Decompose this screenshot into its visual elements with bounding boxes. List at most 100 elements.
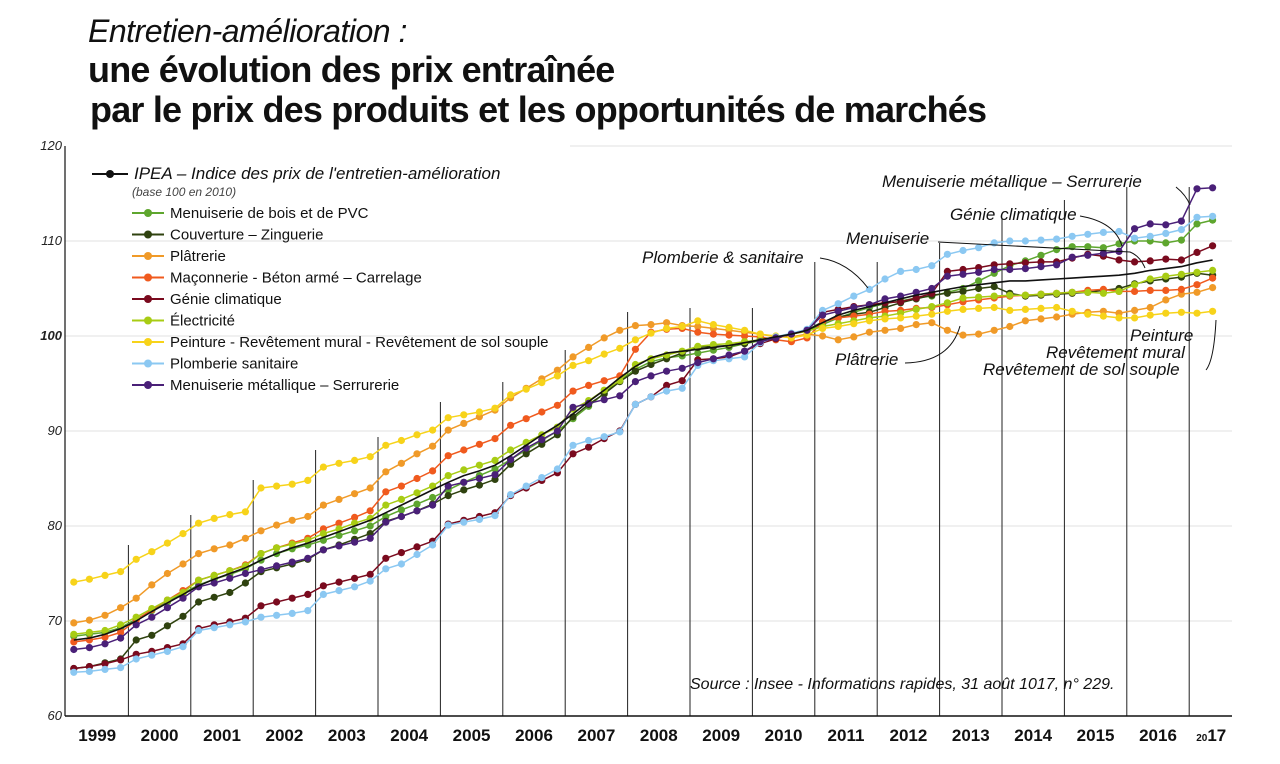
data-point — [694, 317, 702, 325]
series-plomberie-sanitaire — [70, 212, 1217, 676]
data-point — [257, 550, 265, 558]
data-point — [1053, 235, 1061, 243]
data-point — [741, 347, 749, 355]
annotation-platrerie: Plâtrerie — [835, 350, 898, 369]
data-point — [288, 480, 296, 488]
data-point — [585, 443, 593, 451]
data-point — [1037, 304, 1045, 312]
data-point — [195, 576, 203, 584]
data-point — [70, 578, 78, 586]
data-point — [663, 381, 671, 389]
data-point — [397, 495, 405, 503]
data-point — [210, 579, 218, 587]
data-point — [1209, 242, 1217, 250]
data-point — [678, 364, 686, 372]
legend-marker — [144, 295, 152, 303]
data-point — [382, 468, 390, 476]
leader-genie-climatique — [1079, 215, 1123, 247]
data-point — [85, 644, 93, 652]
data-point — [975, 304, 983, 312]
data-point — [1037, 263, 1045, 271]
data-point — [351, 456, 359, 464]
data-point — [366, 570, 374, 579]
data-point — [397, 459, 405, 467]
data-point — [865, 328, 874, 336]
data-point — [382, 488, 390, 496]
data-point — [195, 598, 203, 606]
data-point — [491, 435, 499, 443]
data-point — [397, 482, 405, 490]
data-point — [148, 548, 156, 556]
annotation-revetement-mural: Revêtement mural — [1046, 343, 1186, 362]
data-point — [1193, 185, 1201, 193]
data-point — [382, 565, 390, 573]
data-point — [1146, 303, 1154, 312]
data-point — [288, 558, 296, 566]
data-point — [1193, 213, 1201, 221]
legend-label-couverture-zinguerie: Couverture – Zinguerie — [170, 227, 323, 244]
data-point — [912, 305, 920, 313]
data-point — [834, 322, 842, 331]
data-point — [553, 401, 562, 409]
data-point — [1146, 275, 1154, 283]
data-point — [101, 640, 109, 648]
data-point — [507, 491, 515, 499]
data-point — [834, 307, 842, 315]
data-point — [148, 631, 156, 639]
data-point — [725, 331, 733, 339]
data-point — [975, 330, 983, 338]
data-point — [881, 295, 889, 303]
x-tick-label: 2002 — [265, 726, 303, 745]
data-point — [600, 377, 608, 385]
data-point — [1115, 314, 1123, 322]
data-point — [569, 450, 577, 458]
data-point — [117, 664, 125, 672]
data-point — [1099, 312, 1107, 320]
data-point — [1021, 265, 1029, 273]
data-point — [897, 267, 905, 275]
data-point — [382, 518, 390, 526]
data-point — [1021, 317, 1029, 325]
data-point — [1177, 236, 1185, 244]
legend-marker — [144, 381, 152, 389]
data-point — [631, 367, 640, 375]
series-line — [73, 277, 1213, 643]
data-point — [351, 513, 359, 522]
data-point — [1021, 305, 1029, 313]
legend-label-peinture-revetement-mural-revetement-de-sol-souple: Peinture - Revêtement mural - Revêtement… — [170, 334, 549, 351]
data-point — [335, 495, 343, 503]
data-point — [819, 311, 827, 319]
y-tick-label: 120 — [40, 138, 62, 153]
data-point — [210, 571, 218, 580]
x-tick-label: 2000 — [141, 726, 179, 745]
data-point — [444, 452, 452, 460]
data-point — [1146, 286, 1154, 294]
data-point — [179, 643, 187, 651]
data-point — [163, 569, 171, 578]
data-point — [1162, 309, 1170, 317]
data-point — [429, 467, 437, 475]
data-point — [1037, 315, 1045, 323]
x-tick-label: 2001 — [203, 726, 241, 745]
data-point — [631, 345, 640, 353]
data-point — [257, 566, 265, 574]
data-point — [694, 359, 702, 367]
data-point — [1099, 289, 1107, 297]
data-point — [507, 446, 515, 454]
series-menuiserie-metallique-serrurerie — [70, 184, 1217, 654]
data-point — [959, 270, 967, 278]
legend-marker — [144, 273, 152, 282]
data-point — [351, 574, 359, 582]
data-point — [288, 540, 296, 548]
data-point — [273, 562, 281, 570]
data-point — [709, 321, 718, 329]
data-point — [1037, 236, 1045, 244]
legend: IPEA – Indice des prix de l'entretien-am… — [92, 164, 549, 394]
data-point — [475, 408, 483, 416]
data-point — [959, 305, 967, 313]
leader-peinture — [1205, 319, 1217, 371]
data-point — [460, 518, 468, 526]
legend-marker — [144, 359, 152, 368]
data-point — [257, 613, 265, 621]
data-point — [413, 474, 421, 483]
